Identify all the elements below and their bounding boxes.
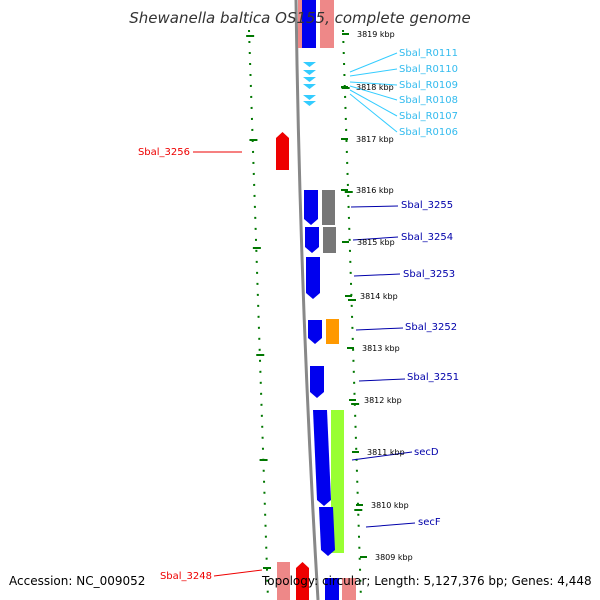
trna-connectors <box>349 52 398 133</box>
tick-3815-label: 3815 kbp <box>357 238 395 247</box>
tick-3816-label: 3816 kbp <box>356 186 394 195</box>
map-title: Shewanella baltica OS155, complete genom… <box>129 9 471 27</box>
gc-track-right-outer <box>342 29 362 600</box>
gene-secF[interactable] <box>319 507 335 556</box>
tick-3819-label: 3819 kbp <box>357 30 395 39</box>
trna-chevron-3 <box>303 77 316 82</box>
trna-label-4[interactable]: Sbal_R0108 <box>399 95 458 106</box>
tick-3809-label: 3809 kbp <box>375 553 413 562</box>
feature-bottom-blue <box>325 578 339 600</box>
tick-3813-label: 3813 kbp <box>362 344 400 353</box>
trna-label-1[interactable]: Sbal_R0111 <box>399 48 458 59</box>
feature-bottom-pink-right <box>342 578 356 600</box>
connector-secD <box>351 451 413 461</box>
label-sbal-3256[interactable]: Sbal_3256 <box>138 147 190 158</box>
trna-chevron-5 <box>303 95 316 100</box>
gc-ticks-left <box>246 35 271 569</box>
connector-secF <box>365 522 416 528</box>
label-sbal-3253[interactable]: Sbal_3253 <box>403 269 455 280</box>
gene-sbal-3255[interactable] <box>304 190 318 225</box>
trna-label-2[interactable]: Sbal_R0110 <box>399 64 458 75</box>
label-secF[interactable]: secF <box>418 517 441 528</box>
tick-3812-label: 3812 kbp <box>364 396 402 405</box>
kbp-scale: 3819 kbp 3818 kbp 3817 kbp 3816 kbp 3815 kbp… <box>341 30 413 562</box>
connector-sbal-3253 <box>353 273 401 277</box>
tick-3818-label: 3818 kbp <box>356 83 394 92</box>
accession-text: Accession: NC_009052 <box>9 574 146 588</box>
label-sbal-3251[interactable]: Sbal_3251 <box>407 372 459 383</box>
feature-green-secD <box>331 410 344 553</box>
trna-chevron-2 <box>303 70 316 75</box>
feature-grey-3254 <box>323 227 336 253</box>
label-sbal-3255[interactable]: Sbal_3255 <box>401 200 453 211</box>
label-sbal-3254[interactable]: Sbal_3254 <box>401 232 453 243</box>
feature-grey-3255 <box>322 190 335 225</box>
label-sbal-3248[interactable]: Sbal_3248 <box>160 571 212 582</box>
tick-3811-label: 3811 kbp <box>367 448 405 457</box>
label-secD[interactable]: secD <box>414 447 439 458</box>
gene-sbal-3252[interactable] <box>308 320 322 344</box>
gene-sbal-3256[interactable] <box>276 132 289 170</box>
tick-3814-label: 3814 kbp <box>360 292 398 301</box>
tick-3817-label: 3817 kbp <box>356 135 394 144</box>
feature-top-pink-left <box>298 0 302 48</box>
feature-orange-3252 <box>326 319 339 344</box>
topology-text: Topology: circular; Length: 5,127,376 bp… <box>262 574 592 588</box>
trna-chevron-1 <box>303 62 316 67</box>
gene-secD[interactable] <box>313 410 331 506</box>
connector-sbal-3252 <box>355 327 404 331</box>
trna-label-6[interactable]: Sbal_R0106 <box>399 127 458 138</box>
connector-sbal-3251 <box>358 378 406 382</box>
connector-sbal-3254 <box>352 236 399 241</box>
gene-sbal-3248[interactable] <box>296 562 309 600</box>
backbone-arc <box>294 0 320 600</box>
label-sbal-3252[interactable]: Sbal_3252 <box>405 322 457 333</box>
connector-sbal-3248 <box>213 569 263 577</box>
feature-top-pink <box>320 0 334 48</box>
trna-label-3[interactable]: Sbal_R0109 <box>399 80 458 91</box>
trna-cluster <box>303 62 316 106</box>
trna-label-5[interactable]: Sbal_R0107 <box>399 111 458 122</box>
tick-3810-label: 3810 kbp <box>371 501 409 510</box>
gene-sbal-3253[interactable] <box>306 257 320 299</box>
trna-chevron-6 <box>303 101 316 106</box>
connector-sbal-3255 <box>350 205 399 208</box>
trna-chevron-4 <box>303 84 316 89</box>
gene-sbal-3251[interactable] <box>310 366 324 398</box>
gene-sbal-3254[interactable] <box>305 227 319 253</box>
gc-track-left-outer <box>248 29 269 600</box>
feature-top-blue <box>302 0 316 48</box>
feature-bottom-pink <box>277 562 290 600</box>
trna-labels: Sbal_R0111 Sbal_R0110 Sbal_R0109 Sbal_R0108… <box>399 48 458 138</box>
